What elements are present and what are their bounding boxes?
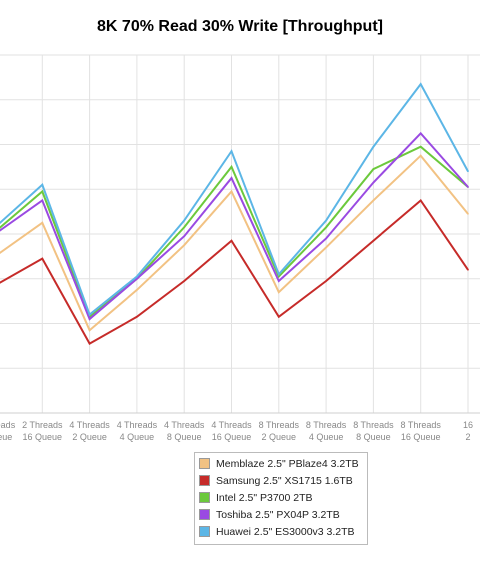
data-point — [41, 257, 44, 260]
data-point — [183, 226, 185, 229]
data-point — [372, 168, 375, 170]
legend-item: Memblaze 2.5" PBlaze4 3.2TB — [199, 455, 367, 472]
data-point — [230, 239, 233, 242]
chart-title: 8K 70% Read 30% Write [Throughput] — [97, 18, 383, 35]
data-point — [88, 313, 91, 316]
series-lines — [0, 82, 469, 346]
data-point — [41, 222, 44, 224]
data-point — [41, 183, 44, 186]
data-point — [230, 177, 233, 179]
data-point — [325, 219, 327, 222]
data-point — [325, 226, 327, 229]
data-point — [88, 342, 91, 345]
data-point — [183, 219, 185, 222]
data-point — [325, 280, 327, 282]
data-point — [467, 213, 469, 215]
legend-swatch — [199, 475, 210, 486]
legend: Memblaze 2.5" PBlaze4 3.2TB Samsung 2.5" … — [194, 452, 368, 545]
data-point — [41, 190, 44, 193]
data-point — [419, 83, 422, 85]
data-point — [372, 199, 375, 202]
data-point — [183, 280, 185, 282]
legend-label: Memblaze 2.5" PBlaze4 3.2TB — [216, 457, 359, 470]
data-point — [88, 318, 91, 320]
legend-item: Toshiba 2.5" PX04P 3.2TB — [199, 506, 367, 523]
legend-label: Huawei 2.5" ES3000v3 3.2TB — [216, 525, 355, 538]
series-line-4 — [0, 82, 469, 317]
x-tick-label: 8 Threads 2 Queue — [259, 420, 300, 442]
legend-swatch — [199, 458, 210, 469]
data-point — [467, 170, 469, 173]
x-tick-label: 4 Threads 16 Queue — [211, 420, 252, 442]
data-point — [372, 145, 375, 148]
legend-label: Samsung 2.5" XS1715 1.6TB — [216, 474, 353, 487]
legend-item: Huawei 2.5" ES3000v3 3.2TB — [199, 523, 367, 540]
legend-label: Intel 2.5" P3700 2TB — [216, 491, 313, 504]
data-point — [88, 329, 91, 332]
data-point — [278, 280, 280, 282]
legend-item: Samsung 2.5" XS1715 1.6TB — [199, 472, 367, 489]
data-point — [230, 166, 233, 168]
data-point — [419, 145, 422, 148]
x-tick-label: 8 Threads 4 Queue — [306, 420, 347, 442]
data-point — [278, 291, 280, 293]
data-point — [467, 269, 469, 271]
data-point — [419, 132, 422, 135]
data-point — [136, 315, 138, 318]
series-line-3 — [0, 131, 469, 321]
data-point — [467, 186, 469, 188]
x-tick-label: 8 Threads 8 Queue — [353, 420, 394, 442]
legend-swatch — [199, 509, 210, 520]
data-point — [136, 289, 138, 291]
data-point — [278, 315, 280, 318]
x-tick-label: 8 Threads 16 Queue — [401, 420, 442, 442]
x-tick-label: 2 Threads 16 Queue — [22, 420, 63, 442]
data-point — [278, 273, 280, 276]
data-point — [419, 154, 422, 157]
data-point — [372, 181, 375, 184]
legend-label: Toshiba 2.5" PX04P 3.2TB — [216, 508, 340, 521]
data-point — [136, 275, 138, 278]
x-tick-label: 4 Threads 8 Queue — [164, 420, 205, 442]
data-point — [325, 237, 327, 240]
x-tick-label: 4 Threads 2 Queue — [69, 420, 110, 442]
data-point — [183, 244, 185, 246]
x-tick-label: 4 Threads 4 Queue — [117, 420, 158, 442]
data-point — [183, 235, 185, 238]
data-point — [419, 199, 422, 202]
data-point — [278, 275, 280, 278]
data-point — [372, 239, 375, 242]
data-point — [230, 190, 233, 193]
legend-swatch — [199, 492, 210, 503]
legend-swatch — [199, 526, 210, 537]
x-tick-label: 16 2 — [463, 420, 473, 442]
gridlines — [0, 54, 480, 414]
data-point — [230, 150, 233, 153]
data-point — [325, 246, 327, 249]
data-point — [136, 277, 138, 280]
data-point — [41, 199, 44, 202]
legend-item: Intel 2.5" P3700 2TB — [199, 489, 367, 506]
series-line-2 — [0, 145, 469, 319]
